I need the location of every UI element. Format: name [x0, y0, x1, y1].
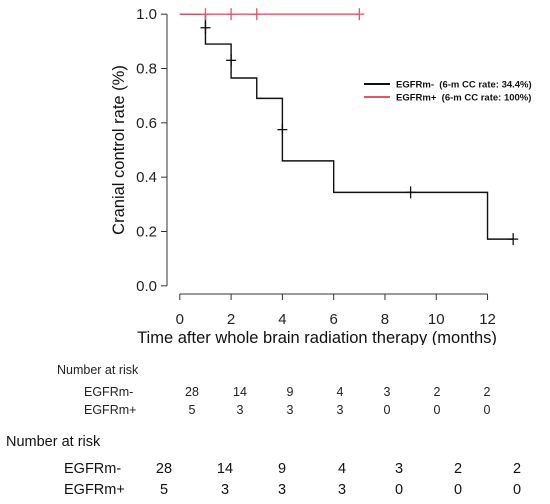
- x-axis-title: Time after whole brain radiation therapy…: [137, 329, 497, 345]
- risk-table-small-label-egfrm-neg: EGFRm-: [84, 385, 134, 399]
- risk-large-pos-1: 3: [220, 482, 230, 498]
- risk-small-neg-6: 2: [483, 385, 491, 399]
- risk-small-pos-4: 0: [383, 403, 391, 417]
- risk-small-neg-5: 2: [433, 385, 441, 399]
- risk-table-large-label-egfrm-pos: EGFRm+: [64, 482, 125, 498]
- risk-large-pos-6: 0: [512, 482, 522, 498]
- risk-large-neg-5: 2: [453, 461, 463, 477]
- risk-small-neg-3: 4: [336, 385, 344, 399]
- risk-small-pos-3: 3: [336, 403, 344, 417]
- risk-large-neg-3: 4: [337, 461, 347, 477]
- risk-large-pos-2: 3: [277, 482, 287, 498]
- risk-small-pos-2: 3: [286, 403, 294, 417]
- legend: EGFRm- (6-m CC rate: 34.4%) EGFRm+ (6-m C…: [364, 80, 532, 104]
- risk-table-large-title: Number at risk: [6, 434, 101, 450]
- y-tick-label: 0.4: [136, 169, 157, 186]
- x-tick-label: 6: [330, 311, 338, 328]
- risk-table-small-title: Number at risk: [57, 363, 139, 377]
- legend-label-1: EGFRm+ (6-m CC rate: 100%): [396, 93, 531, 104]
- risk-large-pos-3: 3: [337, 482, 347, 498]
- risk-large-neg-6: 2: [512, 461, 522, 477]
- legend-label-0: EGFRm- (6-m CC rate: 34.4%): [396, 80, 532, 91]
- y-axis-title: Cranial control rate (%): [110, 65, 128, 235]
- risk-small-neg-1: 14: [233, 385, 247, 399]
- risk-small-neg-0: 28: [185, 385, 199, 399]
- risk-small-pos-0: 5: [188, 403, 196, 417]
- y-tick-label: 0.6: [136, 115, 157, 132]
- x-tick-label: 10: [428, 311, 445, 328]
- risk-large-pos-0: 5: [159, 482, 169, 498]
- survival-curve-0: [179, 13, 514, 240]
- risk-table-small-label-egfrm-pos: EGFRm+: [84, 403, 137, 417]
- x-tick-label: 0: [176, 311, 184, 328]
- risk-small-pos-1: 3: [236, 403, 244, 417]
- risk-large-neg-4: 3: [394, 461, 404, 477]
- risk-large-pos-4: 0: [394, 482, 404, 498]
- y-tick-label: 0.8: [136, 60, 157, 77]
- risk-large-neg-0: 28: [155, 461, 173, 477]
- risk-large-pos-5: 0: [453, 482, 463, 498]
- risk-table-large-label-egfrm-neg: EGFRm-: [64, 461, 122, 477]
- y-tick-label: 0.0: [136, 278, 157, 295]
- x-tick-label: 8: [381, 311, 389, 328]
- risk-large-neg-2: 9: [277, 461, 287, 477]
- x-tick-label: 4: [278, 311, 286, 328]
- y-tick-label: 1.0: [136, 6, 157, 23]
- x-tick-label: 12: [479, 311, 496, 328]
- y-tick-label: 0.2: [136, 224, 157, 241]
- x-tick-label: 2: [227, 311, 235, 328]
- risk-small-neg-2: 9: [286, 385, 294, 399]
- risk-small-neg-4: 3: [383, 385, 391, 399]
- survival-curves: [179, 8, 519, 246]
- risk-large-neg-1: 14: [216, 461, 234, 477]
- risk-small-pos-6: 0: [483, 403, 491, 417]
- risk-small-pos-5: 0: [433, 403, 441, 417]
